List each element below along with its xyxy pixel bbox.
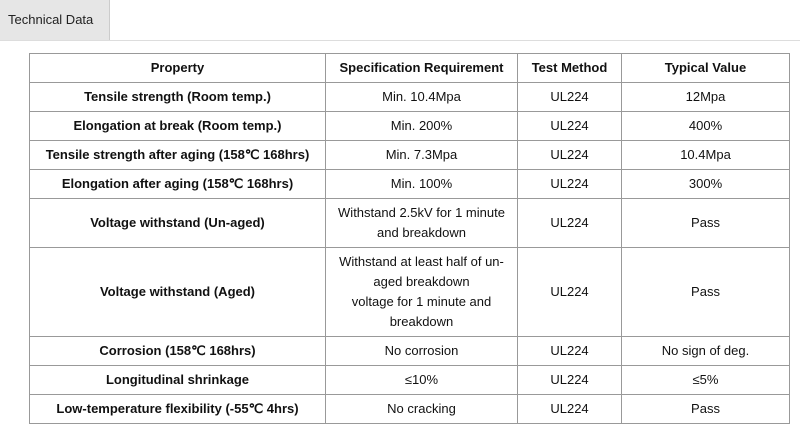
table-cell: UL224 [517, 111, 622, 141]
table-row: Corrosion (158℃ 168hrs) No corrosion UL224… [29, 336, 790, 366]
table-cell: Pass [621, 394, 790, 424]
table-cell: 300% [621, 169, 790, 199]
table-cell: UL224 [517, 394, 622, 424]
table-cell: No corrosion [325, 336, 518, 366]
table-cell: Voltage withstand (Aged) [29, 247, 326, 337]
table-cell: Min. 100% [325, 169, 518, 199]
table-cell: Pass [621, 247, 790, 337]
table-row: Low-temperature flexibility (-55℃ 4hrs) N… [29, 394, 790, 424]
cell-line: Withstand at least half of un- [339, 254, 504, 269]
column-header: Typical Value [621, 53, 790, 83]
table-cell: UL224 [517, 247, 622, 337]
table-cell: Min. 200% [325, 111, 518, 141]
table-row: Voltage withstand (Aged) Withstand at lea… [29, 247, 790, 337]
table-row: Tensile strength after aging (158℃ 168hr… [29, 140, 790, 170]
table-cell: Corrosion (158℃ 168hrs) [29, 336, 326, 366]
spec-table: Property Specification Requirement Test Me… [29, 53, 790, 424]
table-cell: 12Mpa [621, 82, 790, 112]
table-row: Longitudinal shrinkage ≤10% UL224 ≤5% [29, 365, 790, 395]
cell-line: breakdown [389, 314, 454, 329]
table-row: Voltage withstand (Un-aged) Withstand 2.5… [29, 198, 790, 248]
table-cell: Elongation at break (Room temp.) [29, 111, 326, 141]
header-row: Property Specification Requirement Test Me… [29, 53, 790, 83]
table-cell: Withstand 2.5kV for 1 minute and breakdow… [325, 198, 518, 248]
table-cell: UL224 [517, 140, 622, 170]
column-header: Test Method [517, 53, 622, 83]
table-row: Elongation at break (Room temp.) Min. 200… [29, 111, 790, 141]
table-cell: UL224 [517, 82, 622, 112]
table-row: Elongation after aging (158℃ 168hrs) Min.… [29, 169, 790, 199]
table-cell: 10.4Mpa [621, 140, 790, 170]
table-cell: Min. 7.3Mpa [325, 140, 518, 170]
table-cell: No sign of deg. [621, 336, 790, 366]
table-cell: Min. 10.4Mpa [325, 82, 518, 112]
table-row: Tensile strength (Room temp.) Min. 10.4Mp… [29, 82, 790, 112]
table-cell: UL224 [517, 336, 622, 366]
table-cell: ≤5% [621, 365, 790, 395]
table-cell: Longitudinal shrinkage [29, 365, 326, 395]
table-cell: 400% [621, 111, 790, 141]
divider [0, 40, 800, 41]
table-cell: ≤10% [325, 365, 518, 395]
cell-line: voltage for 1 minute and [351, 294, 492, 309]
cell-line: aged breakdown [373, 274, 470, 289]
table-cell: Tensile strength (Room temp.) [29, 82, 326, 112]
tab[interactable]: Technical Data [0, 0, 110, 40]
table-cell: Low-temperature flexibility (-55℃ 4hrs) [29, 394, 326, 424]
table-cell: Voltage withstand (Un-aged) [29, 198, 326, 248]
table-cell: UL224 [517, 169, 622, 199]
table-cell: Pass [621, 198, 790, 248]
cell-line: Withstand 2.5kV for 1 minute [338, 205, 505, 220]
column-header: Specification Requirement [325, 53, 518, 83]
table-cell: Tensile strength after aging (158℃ 168hr… [29, 140, 326, 170]
cell-line: and breakdown [377, 225, 466, 240]
table-cell: UL224 [517, 198, 622, 248]
table-cell: UL224 [517, 365, 622, 395]
table-cell: No cracking [325, 394, 518, 424]
table-cell: Elongation after aging (158℃ 168hrs) [29, 169, 326, 199]
table-body: Tensile strength (Room temp.) Min. 10.4Mp… [29, 82, 790, 424]
column-header: Property [29, 53, 326, 83]
table-cell: Withstand at least half of un-aged break… [325, 247, 518, 337]
